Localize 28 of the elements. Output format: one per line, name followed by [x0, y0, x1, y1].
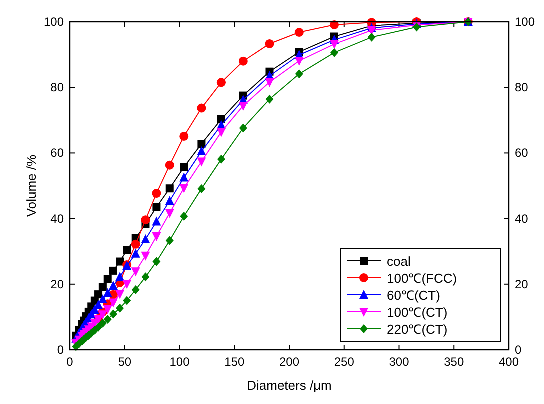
x-tick-label: 200: [279, 355, 300, 369]
legend-label: 60℃(CT): [387, 288, 440, 303]
x-tick-label: 400: [498, 355, 520, 369]
y-tick-label: 20: [50, 277, 64, 292]
y2-tick-label: 100: [515, 15, 536, 29]
x-tick-label: 0: [66, 355, 74, 369]
x-tick-label: 150: [224, 355, 245, 369]
y-tick-label: 80: [50, 80, 64, 95]
y-tick-label: 100: [44, 15, 64, 29]
x-tick-label: 100: [170, 355, 190, 369]
y-tick-label: 60: [50, 146, 64, 160]
x-tick-label: 50: [118, 355, 132, 369]
y2-tick-label: 20: [515, 277, 529, 292]
legend-label: 100℃(CT): [387, 305, 448, 320]
y2-tick-label: 0: [515, 343, 522, 357]
y2-tick-label: 80: [515, 80, 529, 95]
y-axis-title: Volume /%: [24, 154, 39, 218]
x-tick-label: 300: [389, 355, 410, 369]
x-axis-title: Diameters /μm: [247, 378, 332, 393]
legend-label: 220℃(CT): [387, 322, 448, 337]
x-tick-label: 250: [334, 355, 355, 369]
y-tick-label: 40: [50, 212, 64, 226]
y2-tick-label: 40: [515, 212, 529, 226]
x-tick-label: 350: [444, 355, 464, 369]
legend-label: coal: [387, 254, 411, 269]
y-tick-label: 0: [57, 343, 64, 357]
legend-label: 100℃(FCC): [387, 271, 458, 286]
y2-tick-label: 60: [515, 146, 529, 160]
